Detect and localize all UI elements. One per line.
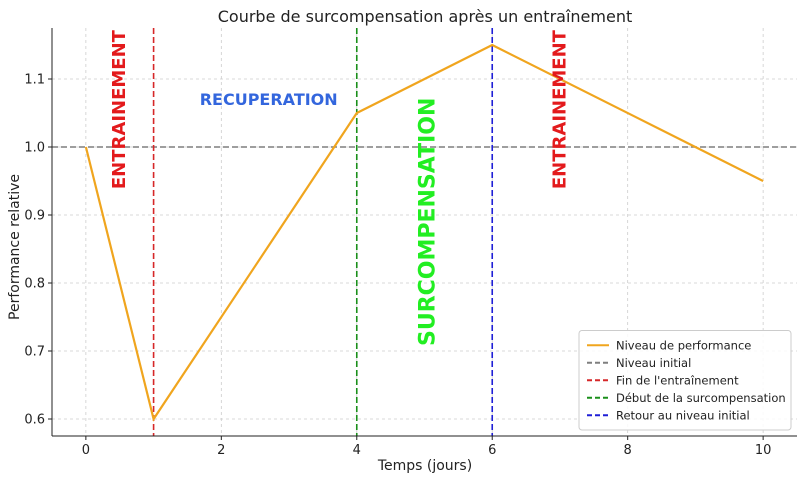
- annotation-entrainement-3: ENTRAINEMENT: [550, 29, 571, 189]
- ticks: 0 2 4 6 8 10 0.6 0.7 0.8 0.9 1.0 1.1: [24, 73, 771, 459]
- x-tick-label: 2: [217, 443, 225, 458]
- annotation-surcompensation-2: SURCOMPENSATION: [415, 98, 440, 346]
- y-tick-label: 1.0: [24, 141, 45, 156]
- x-tick-label: 6: [488, 443, 496, 458]
- x-axis-title: Temps (jours): [377, 458, 472, 474]
- series-line-performance: [84, 43, 764, 422]
- chart-title: Courbe de surcompensation après un entra…: [218, 7, 632, 26]
- legend-label: Retour au niveau initial: [616, 408, 750, 422]
- reference-lines: [52, 28, 797, 436]
- legend-label: Fin de l'entraînement: [616, 373, 739, 387]
- legend-label: Début de la surcompensation: [616, 391, 786, 405]
- y-tick-label: 0.6: [24, 413, 45, 428]
- annotation-recuperation-1: RECUPERATION: [200, 90, 338, 109]
- y-tick-label: 0.7: [24, 345, 45, 360]
- legend-label: Niveau de performance: [616, 338, 751, 352]
- legend-label: Niveau initial: [616, 356, 691, 370]
- x-tick-label: 10: [755, 443, 772, 458]
- annotations: ENTRAINEMENT RECUPERATION SURCOMPENSATION E…: [109, 29, 570, 346]
- y-tick-label: 0.9: [24, 209, 45, 224]
- x-tick-label: 4: [353, 443, 361, 458]
- y-tick-label: 1.1: [24, 73, 45, 88]
- legend: Niveau de performance Niveau initial Fin d…: [578, 330, 792, 431]
- legend-box: [578, 330, 792, 431]
- series: [84, 43, 764, 422]
- x-tick-label: 8: [624, 443, 632, 458]
- y-tick-label: 0.8: [24, 277, 45, 292]
- annotation-entrainement-0: ENTRAINEMENT: [109, 29, 130, 189]
- x-tick-label: 0: [82, 443, 90, 458]
- y-axis-title: Performance relative: [7, 174, 23, 320]
- axes: [51, 28, 797, 437]
